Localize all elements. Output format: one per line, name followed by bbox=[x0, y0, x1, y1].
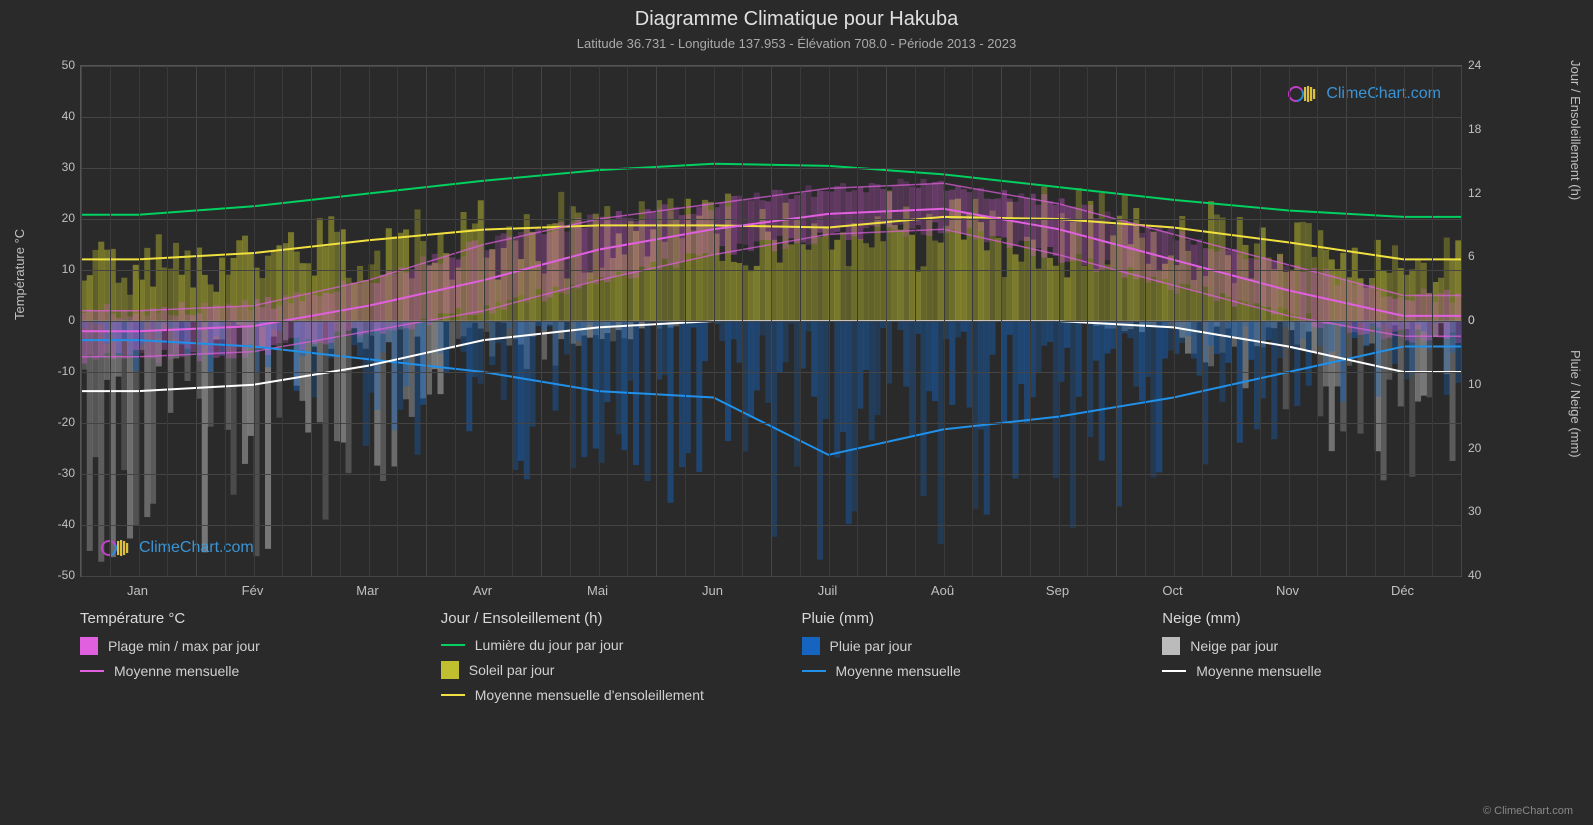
x-tick-month: Avr bbox=[453, 583, 513, 598]
y-tick-left: 0 bbox=[40, 313, 75, 327]
y-tick-left: 10 bbox=[40, 262, 75, 276]
legend-item: Moyenne mensuelle bbox=[80, 663, 431, 679]
brand-logo-icon bbox=[101, 538, 133, 558]
legend-swatch bbox=[80, 670, 104, 672]
x-tick-month: Mai bbox=[568, 583, 628, 598]
legend-item: Lumière du jour par jour bbox=[441, 637, 792, 653]
legend-column-title: Neige (mm) bbox=[1162, 610, 1513, 627]
legend-column-title: Température °C bbox=[80, 610, 431, 627]
legend-swatch bbox=[80, 637, 98, 655]
chart-subtitle: Latitude 36.731 - Longitude 137.953 - Él… bbox=[0, 36, 1593, 51]
y-tick-left: 40 bbox=[40, 109, 75, 123]
y-tick-left: -30 bbox=[40, 466, 75, 480]
legend-item-label: Plage min / max par jour bbox=[108, 638, 260, 654]
y-tick-right-daylight: 18 bbox=[1468, 122, 1503, 136]
y-tick-left: -20 bbox=[40, 415, 75, 429]
x-tick-month: Jan bbox=[108, 583, 168, 598]
y-tick-left: 30 bbox=[40, 160, 75, 174]
y-tick-left: 20 bbox=[40, 211, 75, 225]
x-tick-month: Nov bbox=[1258, 583, 1318, 598]
legend-column: Jour / Ensoleillement (h) Lumière du jour… bbox=[441, 610, 792, 711]
y-tick-right-precip: 30 bbox=[1468, 504, 1503, 518]
legend-item: Moyenne mensuelle d'ensoleillement bbox=[441, 687, 792, 703]
legend-item: Soleil par jour bbox=[441, 661, 792, 679]
legend-swatch bbox=[441, 661, 459, 679]
legend-item: Moyenne mensuelle bbox=[802, 663, 1153, 679]
legend-item-label: Pluie par jour bbox=[830, 638, 913, 654]
legend-swatch bbox=[1162, 637, 1180, 655]
brand-watermark-top: ClimeChart.com bbox=[1288, 84, 1441, 104]
legend-column: Pluie (mm) Pluie par jour Moyenne mensuell… bbox=[802, 610, 1153, 711]
y-tick-right-daylight: 6 bbox=[1468, 249, 1503, 263]
legend-item-label: Moyenne mensuelle bbox=[114, 663, 239, 679]
y-tick-right-daylight: 12 bbox=[1468, 186, 1503, 200]
y-tick-right-precip: 20 bbox=[1468, 441, 1503, 455]
x-tick-month: Jun bbox=[683, 583, 743, 598]
legend-swatch bbox=[1162, 670, 1186, 672]
legend-column: Neige (mm) Neige par jour Moyenne mensuell… bbox=[1162, 610, 1513, 711]
y-axis-right-bot-title: Pluie / Neige (mm) bbox=[1568, 350, 1583, 458]
legend-item: Moyenne mensuelle bbox=[1162, 663, 1513, 679]
climate-chart: Diagramme Climatique pour Hakuba Latitud… bbox=[0, 0, 1593, 825]
x-tick-month: Juil bbox=[798, 583, 858, 598]
x-tick-month: Sep bbox=[1028, 583, 1088, 598]
x-tick-month: Mar bbox=[338, 583, 398, 598]
legend-item-label: Moyenne mensuelle bbox=[1196, 663, 1321, 679]
copyright-text: © ClimeChart.com bbox=[1483, 805, 1573, 817]
legend-item-label: Lumière du jour par jour bbox=[475, 637, 624, 653]
x-tick-month: Oct bbox=[1143, 583, 1203, 598]
y-axis-left-title: Température °C bbox=[12, 229, 27, 320]
legend-swatch bbox=[441, 694, 465, 696]
legend-item-label: Moyenne mensuelle d'ensoleillement bbox=[475, 687, 704, 703]
legend-item-label: Soleil par jour bbox=[469, 662, 555, 678]
brand-logo-icon bbox=[1288, 84, 1320, 104]
legend-item-label: Neige par jour bbox=[1190, 638, 1278, 654]
y-tick-left: -10 bbox=[40, 364, 75, 378]
y-tick-left: -50 bbox=[40, 568, 75, 582]
legend-swatch bbox=[802, 637, 820, 655]
legend-column-title: Jour / Ensoleillement (h) bbox=[441, 610, 792, 627]
legend-swatch bbox=[802, 670, 826, 672]
y-tick-left: 50 bbox=[40, 58, 75, 72]
x-tick-month: Fév bbox=[223, 583, 283, 598]
y-tick-left: -40 bbox=[40, 517, 75, 531]
legend: Température °C Plage min / max par jour Mo… bbox=[80, 610, 1513, 711]
brand-watermark-text: ClimeChart.com bbox=[1326, 85, 1441, 103]
chart-title: Diagramme Climatique pour Hakuba bbox=[0, 8, 1593, 31]
legend-column: Température °C Plage min / max par jour Mo… bbox=[80, 610, 431, 711]
y-tick-right-precip: 0 bbox=[1468, 313, 1503, 327]
legend-item: Plage min / max par jour bbox=[80, 637, 431, 655]
legend-item-label: Moyenne mensuelle bbox=[836, 663, 961, 679]
y-tick-right-precip: 10 bbox=[1468, 377, 1503, 391]
x-tick-month: Aoû bbox=[913, 583, 973, 598]
y-tick-right-daylight: 24 bbox=[1468, 58, 1503, 72]
y-axis-right-top-title: Jour / Ensoleillement (h) bbox=[1568, 60, 1583, 200]
legend-column-title: Pluie (mm) bbox=[802, 610, 1153, 627]
legend-item: Pluie par jour bbox=[802, 637, 1153, 655]
plot-area: ClimeChart.com ClimeChart.com bbox=[80, 65, 1462, 577]
y-tick-right-precip: 40 bbox=[1468, 568, 1503, 582]
brand-watermark-bottom: ClimeChart.com bbox=[101, 538, 254, 558]
x-tick-month: Déc bbox=[1373, 583, 1433, 598]
legend-item: Neige par jour bbox=[1162, 637, 1513, 655]
legend-swatch bbox=[441, 644, 465, 646]
